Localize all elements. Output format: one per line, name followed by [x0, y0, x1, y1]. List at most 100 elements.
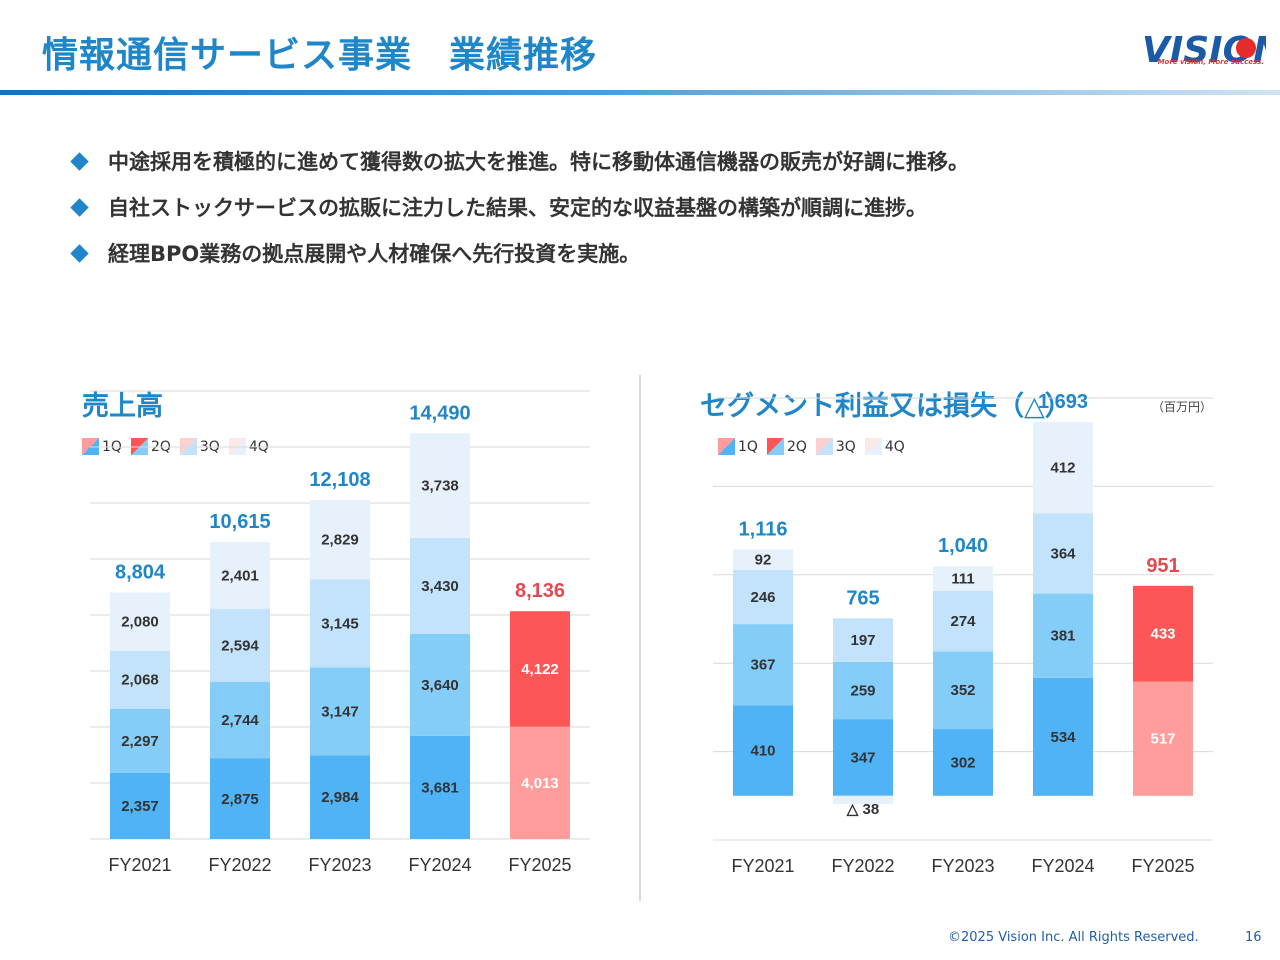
bullet-list: 中途採用を積極的に進めて獲得数の拡大を推進。特に移動体通信機器の販売が好調に推移…: [70, 138, 969, 276]
legend-label: 2Q: [786, 438, 807, 455]
data-label: 2,297: [121, 733, 159, 750]
bar-segment-1q: [733, 705, 793, 796]
bar-segment-2q: [210, 681, 270, 759]
legend-item-4q: 4Q: [864, 438, 905, 455]
bar-segment-2q: [1033, 593, 1093, 678]
total-label: 1,040: [938, 535, 988, 557]
page-number: 16: [1245, 930, 1262, 945]
data-label: 347: [850, 749, 875, 766]
bar-segment-3q: [833, 618, 893, 662]
bar-segment-2q: [510, 611, 570, 727]
data-label: 2,744: [221, 712, 259, 729]
data-label: 534: [1050, 729, 1076, 746]
data-label: 92: [755, 552, 772, 569]
bullet-item: 経理BPO業務の拠点展開や人材確保へ先行投資を実施。: [70, 230, 969, 276]
bar-segment-4q: [210, 541, 270, 610]
data-label: 302: [950, 754, 975, 771]
data-label: 2,875: [221, 791, 259, 808]
x-tick-label: FY2024: [408, 855, 471, 875]
legend-label: 3Q: [835, 438, 856, 455]
bar-segment-2q: [310, 667, 370, 756]
bullet-text: 中途採用を積極的に進めて獲得数の拡大を推進。特に移動体通信機器の販売が好調に推移…: [108, 150, 969, 174]
x-tick-label: FY2022: [208, 855, 271, 875]
bar-segment-4q: [1033, 422, 1093, 514]
data-label: 352: [950, 682, 975, 699]
bar-segment-4q: [110, 592, 170, 651]
bar-segment-1q: [1133, 681, 1193, 796]
x-tick-label: FY2023: [931, 856, 994, 876]
x-tick-label: FY2021: [731, 856, 794, 876]
bar-segment-1q: [510, 726, 570, 839]
bar-segment-1q: [833, 719, 893, 796]
x-tick-label: FY2025: [508, 855, 571, 875]
data-label: 381: [1050, 628, 1075, 645]
bar-segment-2q: [1133, 585, 1193, 682]
profit-chart-title: セグメント利益又は損失（△）: [700, 391, 1072, 422]
legend-swatch-4q: [864, 438, 882, 455]
bar-segment-3q: [110, 650, 170, 709]
bullet-item: 中途採用を積極的に進めて獲得数の拡大を推進。特に移動体通信機器の販売が好調に推移…: [70, 138, 969, 184]
data-label: 259: [850, 682, 875, 699]
bullet-text: 自社ストックサービスの拡販に注力した結果、安定的な収益基盤の構築が順調に進捗。: [108, 196, 927, 220]
legend-label: 1Q: [738, 438, 758, 455]
x-tick-label: FY2023: [308, 855, 371, 875]
bar-segment-1q: [933, 729, 993, 796]
data-label: 274: [950, 613, 976, 630]
title-underline: [0, 90, 1280, 95]
total-label: 765: [846, 587, 879, 609]
data-label: 4,122: [521, 661, 559, 678]
data-label: △ 38: [846, 801, 879, 818]
x-tick-label: FY2025: [1131, 856, 1194, 876]
bar-segment-4q: [833, 795, 893, 805]
bar-segment-4q: [310, 500, 370, 580]
bar-segment-3q: [310, 579, 370, 668]
data-label: 3,640: [421, 677, 459, 694]
bullet-text: 経理BPO業務の拠点展開や人材確保へ先行投資を実施。: [108, 242, 641, 266]
data-label: 2,357: [121, 798, 159, 815]
data-label: 367: [750, 657, 775, 674]
sales-chart-title: 売上高: [82, 391, 163, 422]
legend-swatch-2q: [766, 438, 784, 455]
data-label: 3,147: [321, 703, 359, 720]
bar-segment-3q: [1033, 513, 1093, 594]
bar-segment-1q: [1033, 677, 1093, 796]
bar-segment-2q: [410, 634, 470, 736]
logo-red-circle: [1236, 38, 1256, 58]
data-label: 2,829: [321, 532, 359, 549]
chart-divider: [639, 375, 641, 901]
legend-item-3q: 3Q: [815, 438, 856, 455]
data-label: 2,080: [121, 614, 159, 631]
bar-segment-1q: [310, 755, 370, 839]
total-label: 951: [1146, 555, 1179, 577]
data-label: 3,145: [321, 615, 359, 632]
data-label: 517: [1150, 731, 1175, 748]
unit-note: （百万円）: [1152, 400, 1213, 414]
legend-swatch-1q: [718, 438, 735, 455]
data-label: 2,068: [121, 672, 159, 689]
bar-segment-3q: [210, 609, 270, 682]
bar-segment-2q: [933, 651, 993, 730]
data-label: 3,738: [421, 478, 459, 495]
legend-label: 4Q: [884, 438, 905, 455]
copyright-text: ©2025 Vision Inc. All Rights Reserved.: [948, 930, 1199, 945]
bar-segment-1q: [110, 773, 170, 839]
bullet-item: 自社ストックサービスの拡販に注力した結果、安定的な収益基盤の構築が順調に進捗。: [70, 184, 969, 230]
total-label: 1,116: [739, 518, 788, 540]
data-label: 3,681: [421, 779, 459, 796]
data-label: 410: [750, 742, 775, 759]
bar-segment-4q: [733, 549, 793, 570]
legend-item-1q: 1Q: [718, 438, 758, 455]
data-label: 2,594: [221, 637, 259, 654]
bar-segment-3q: [933, 590, 993, 652]
data-label: 246: [750, 589, 775, 606]
bar-segment-4q: [410, 433, 470, 538]
data-label: 412: [1050, 460, 1075, 477]
x-tick-label: FY2024: [1031, 856, 1094, 876]
bar-segment-2q: [833, 661, 893, 720]
bar-segment-3q: [733, 569, 793, 625]
total-label: 12,108: [309, 469, 370, 491]
bar-segment-2q: [733, 624, 793, 706]
data-label: 4,013: [521, 775, 559, 792]
data-label: 197: [850, 632, 875, 649]
